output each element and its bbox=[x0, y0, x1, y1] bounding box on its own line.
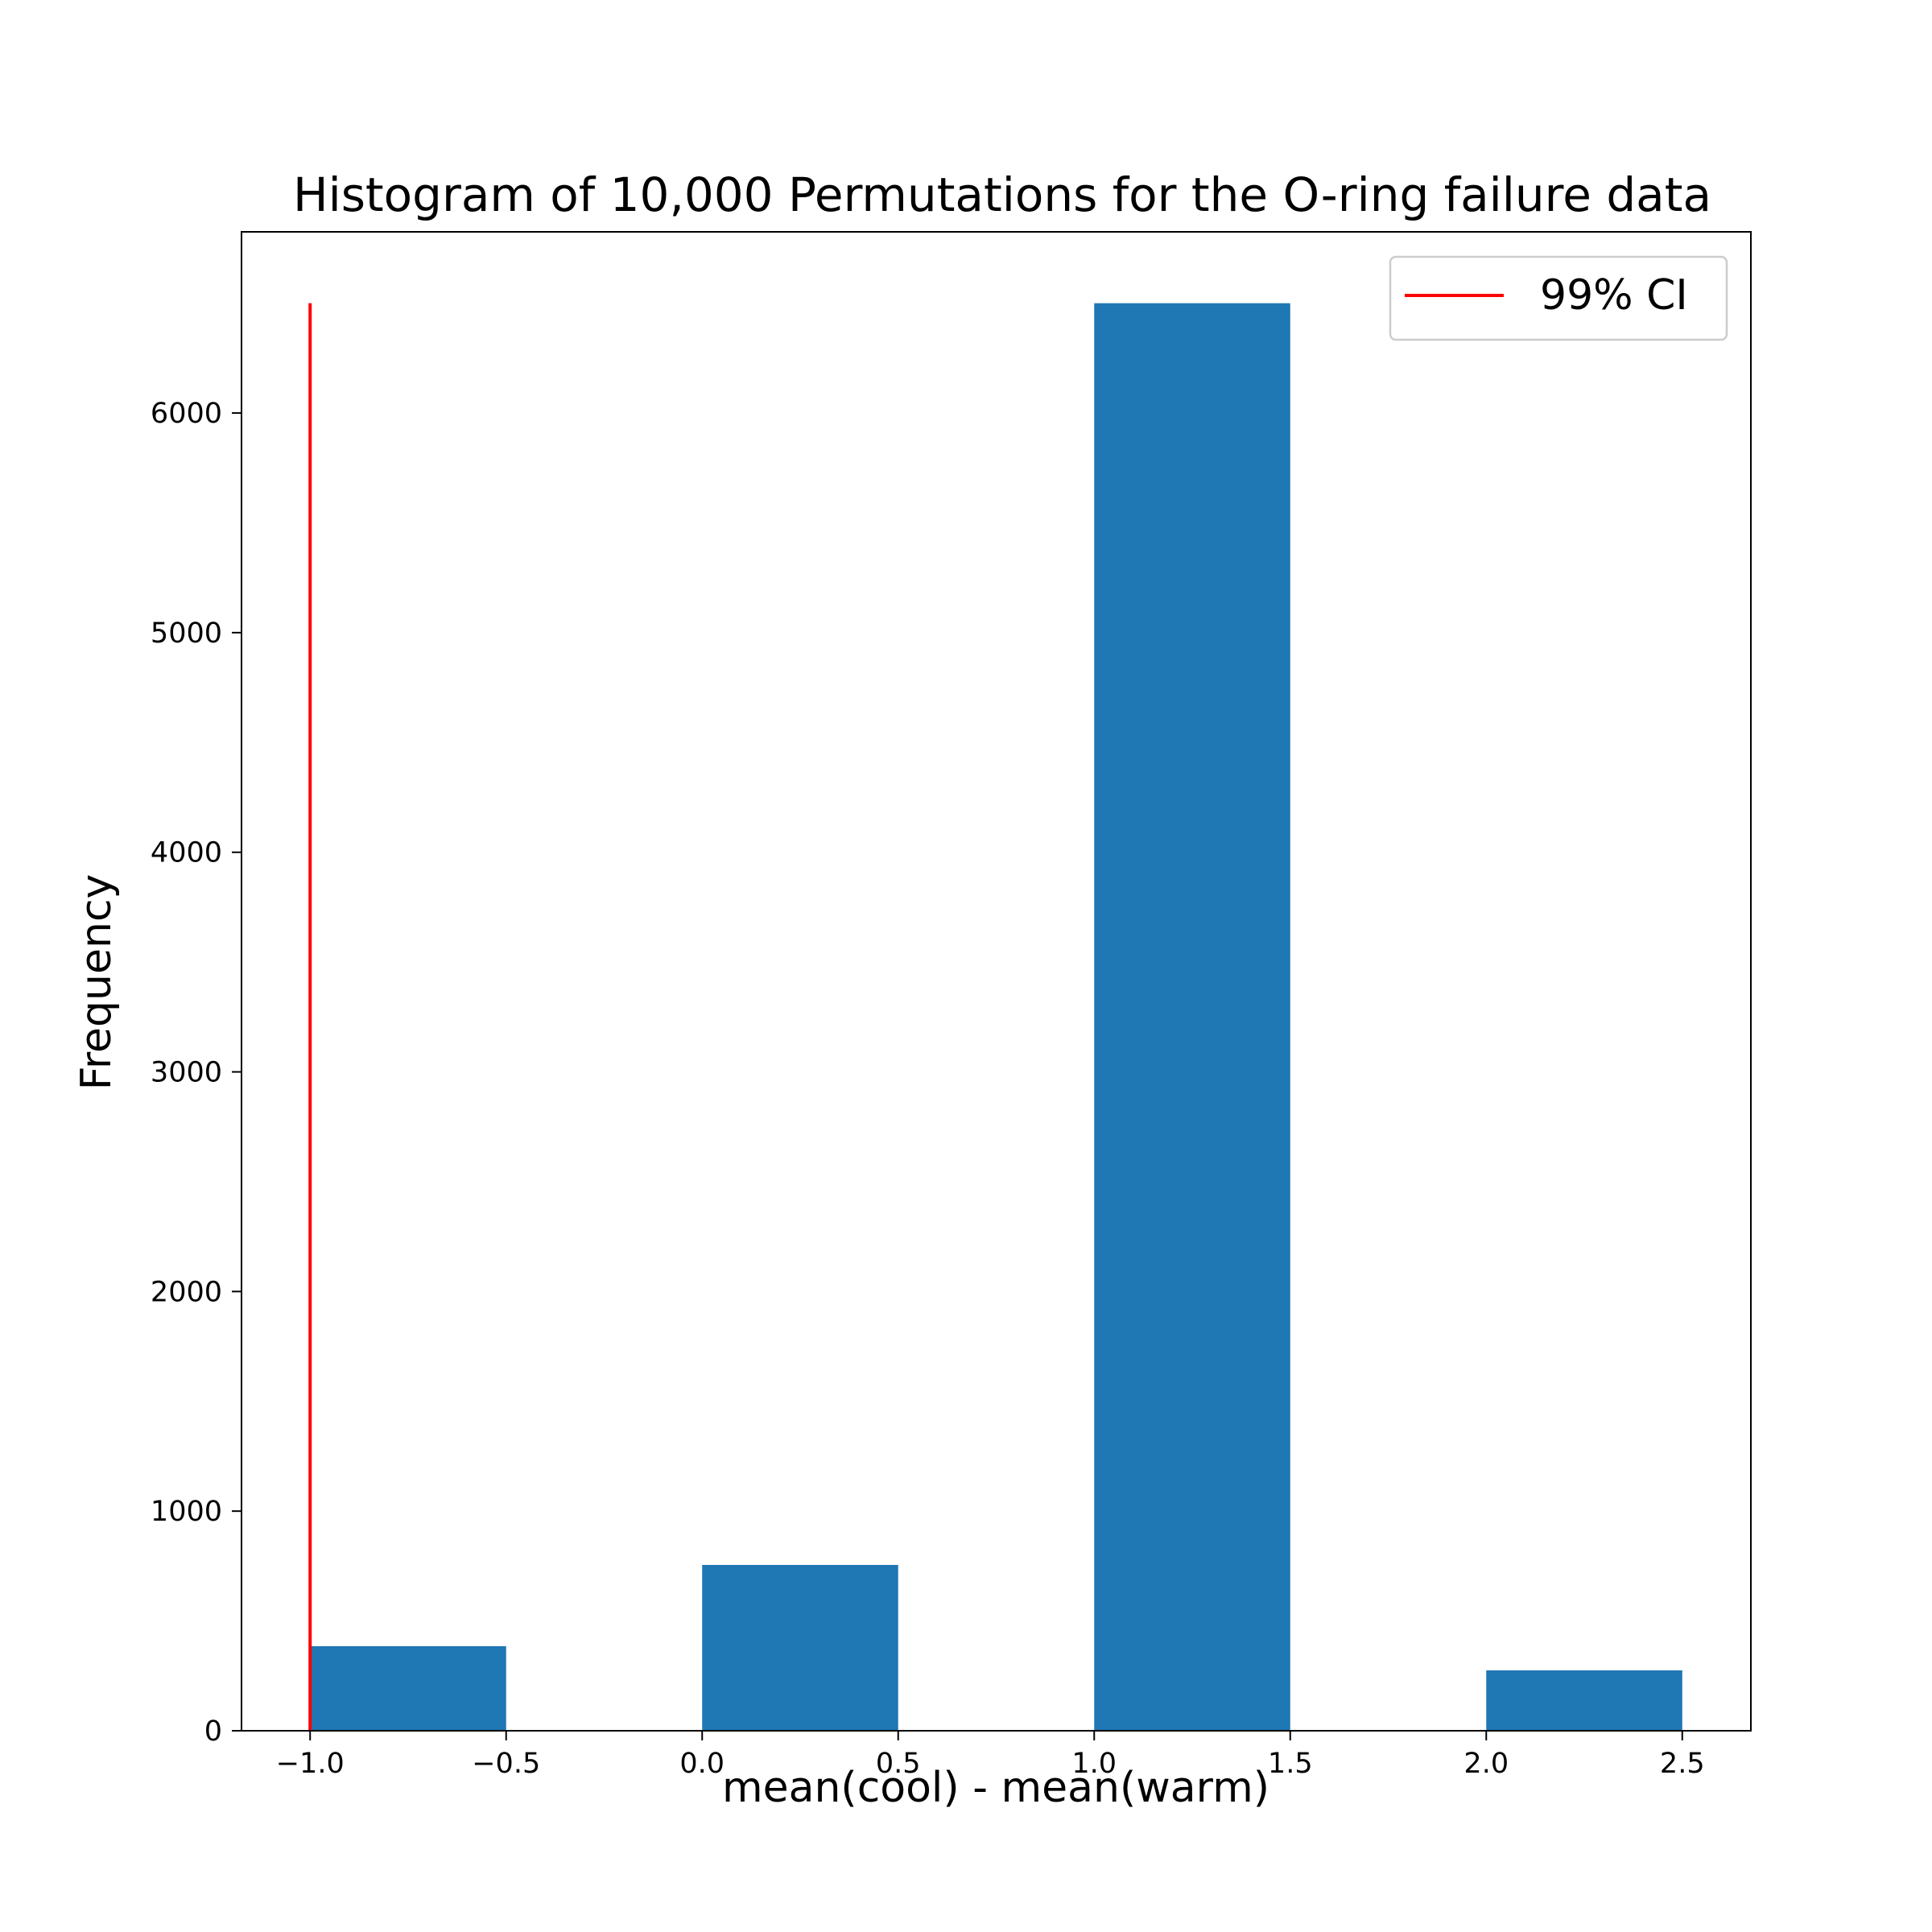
x-tick-label-8: 2.5 bbox=[1660, 1748, 1705, 1780]
histogram-bar-2 bbox=[702, 1565, 898, 1731]
x-tick-label-6: 1.5 bbox=[1268, 1748, 1313, 1780]
y-axis-label: Frequency bbox=[72, 874, 121, 1091]
y-axis-ticks: 0 1000 2000 3000 4000 5000 6000 bbox=[151, 398, 242, 1748]
x-tick-label-2: −0.5 bbox=[472, 1748, 540, 1780]
y-tick-label-5: 4000 bbox=[151, 837, 222, 869]
y-tick-label-1: 0 bbox=[204, 1715, 222, 1748]
y-tick-label-2: 1000 bbox=[151, 1496, 222, 1528]
legend-label: 99% CI bbox=[1540, 271, 1688, 320]
x-tick-label-3: 0.0 bbox=[679, 1748, 724, 1780]
x-tick-label-4: 0.5 bbox=[876, 1748, 921, 1780]
x-tick-label-7: 2.0 bbox=[1463, 1748, 1509, 1780]
y-tick-label-3: 2000 bbox=[151, 1276, 222, 1308]
histogram-bar-3 bbox=[1094, 303, 1290, 1732]
y-tick-label-6: 5000 bbox=[151, 617, 222, 650]
y-tick-label-7: 6000 bbox=[151, 398, 222, 430]
x-tick-label-5: 1.0 bbox=[1071, 1748, 1117, 1780]
y-tick-label-4: 3000 bbox=[151, 1057, 222, 1089]
x-tick-label-1: −1.0 bbox=[276, 1748, 345, 1780]
legend: 99% CI bbox=[1389, 255, 1728, 341]
legend-frame bbox=[1389, 255, 1728, 341]
x-axis-label: mean(cool) - mean(warm) bbox=[722, 1764, 1269, 1812]
bars-layer bbox=[310, 303, 1682, 1732]
histogram-bar-1 bbox=[310, 1645, 506, 1731]
x-axis-ticks: −1.0 −0.5 0.0 0.5 1.0 1.5 2.0 2.5 bbox=[276, 1731, 1705, 1780]
chart-title: Histogram of 10,000 Permutations for the… bbox=[293, 167, 1711, 222]
plot-area-frame bbox=[241, 231, 1752, 1732]
histogram-bar-4 bbox=[1486, 1670, 1682, 1731]
